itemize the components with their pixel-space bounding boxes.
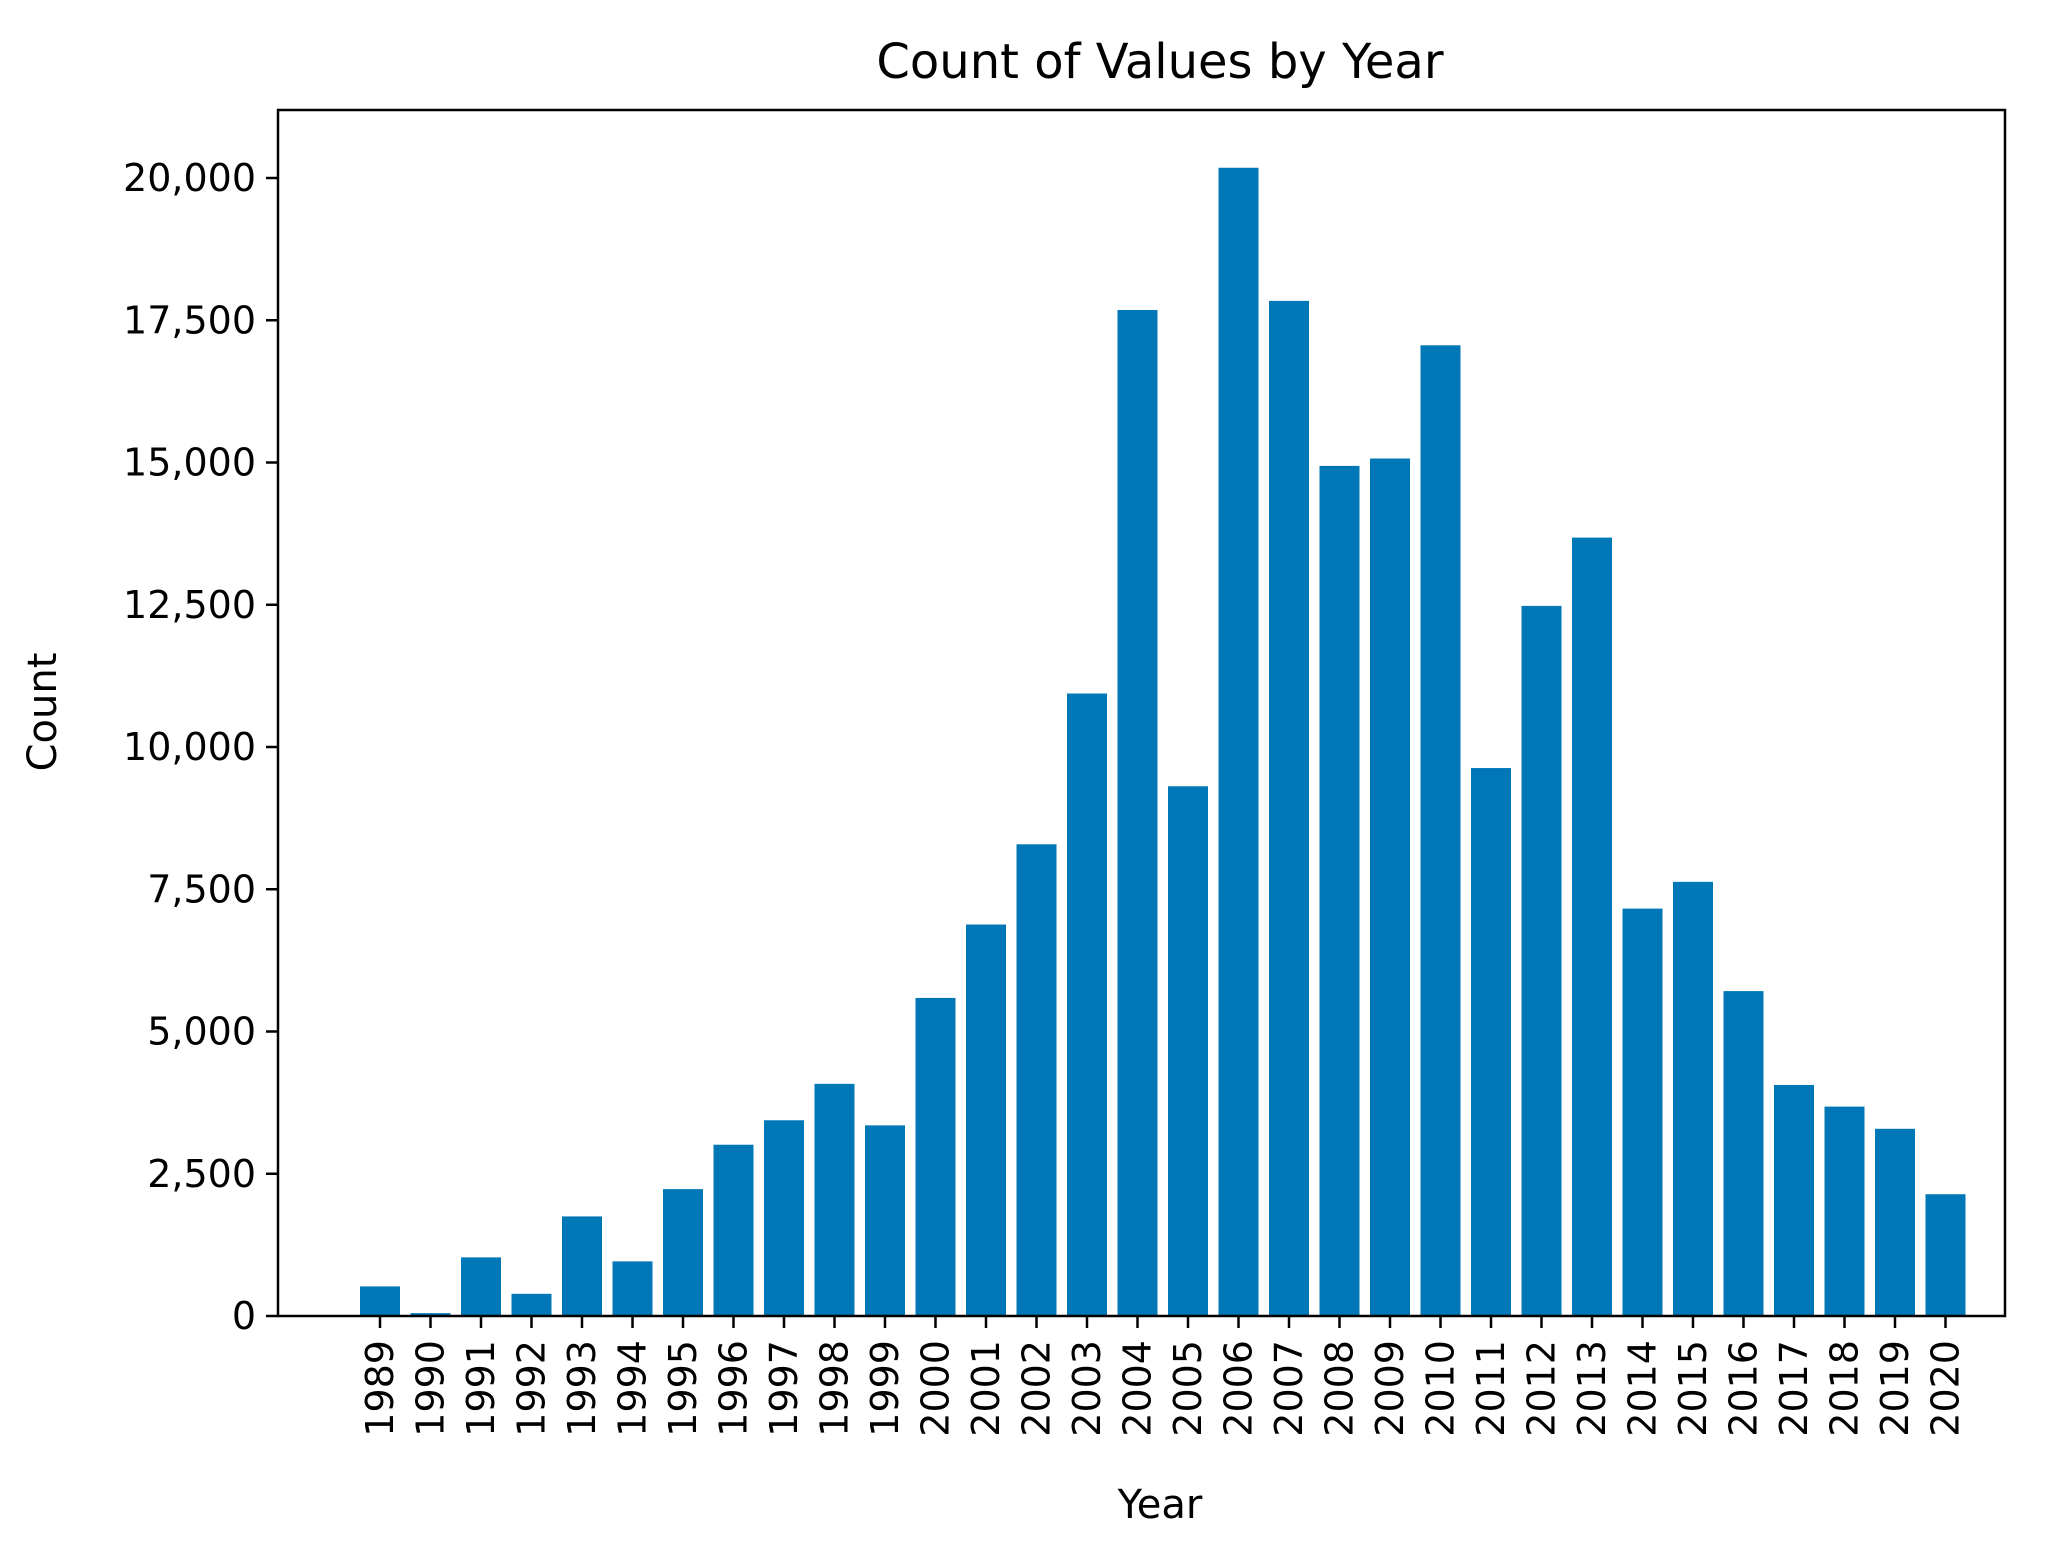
bar-2008 bbox=[1319, 465, 1360, 1316]
bars-layer bbox=[360, 167, 1966, 1316]
y-tick-label: 15,000 bbox=[123, 441, 256, 485]
x-tick-label: 2016 bbox=[1722, 1340, 1766, 1437]
y-tick-label: 0 bbox=[232, 1294, 256, 1338]
x-tick-label: 2013 bbox=[1570, 1340, 1614, 1437]
x-tick-label: 2015 bbox=[1671, 1340, 1715, 1437]
x-tick-label: 2011 bbox=[1469, 1340, 1513, 1437]
bar-2003 bbox=[1067, 693, 1107, 1316]
y-tick-label: 2,500 bbox=[147, 1152, 256, 1196]
x-tick-label: 2009 bbox=[1368, 1340, 1412, 1437]
bar-1993 bbox=[562, 1216, 602, 1316]
x-tick-label: 1992 bbox=[510, 1340, 554, 1437]
x-tick-label: 1993 bbox=[560, 1340, 604, 1437]
y-tick-label: 5,000 bbox=[147, 1010, 256, 1054]
bar-1989 bbox=[360, 1286, 400, 1316]
x-tick-label: 2000 bbox=[914, 1340, 958, 1437]
bar-2013 bbox=[1572, 537, 1612, 1316]
x-tick-label: 1996 bbox=[712, 1340, 756, 1437]
y-tick-label: 10,000 bbox=[123, 725, 256, 769]
plot-frame bbox=[276, 108, 2007, 1318]
chart-title: Count of Values by Year bbox=[876, 34, 1443, 90]
bar-2009 bbox=[1370, 458, 1410, 1316]
bar-1991 bbox=[461, 1257, 501, 1316]
x-tick-label: 1991 bbox=[459, 1340, 503, 1437]
y-axis-ticks: 0 2,500 5,000 7,500 10,000 12,500 15,000 17,500… bbox=[123, 156, 278, 1338]
x-tick-label: 1995 bbox=[661, 1340, 705, 1437]
bar-1997 bbox=[764, 1120, 804, 1316]
x-tick-label: 2012 bbox=[1520, 1340, 1564, 1437]
bar-1990 bbox=[410, 1313, 451, 1316]
x-axis-ticks: 1989 1990 1991 1992 1993 1994 1995 1996 1997 1998… bbox=[358, 1316, 1968, 1437]
x-axis-title: Year bbox=[1117, 1482, 1203, 1528]
x-tick-label: 1997 bbox=[762, 1340, 806, 1437]
bar-2006 bbox=[1218, 167, 1259, 1316]
x-tick-label: 2001 bbox=[964, 1340, 1008, 1437]
x-tick-label: 2010 bbox=[1419, 1340, 1463, 1437]
y-tick-label: 12,500 bbox=[123, 583, 256, 627]
bar-2015 bbox=[1673, 881, 1713, 1316]
bar-2000 bbox=[915, 997, 956, 1316]
x-tick-label: 2006 bbox=[1217, 1340, 1261, 1437]
bar-1996 bbox=[713, 1144, 754, 1316]
x-tick-label: 2017 bbox=[1772, 1340, 1816, 1437]
x-tick-label: 2014 bbox=[1621, 1340, 1665, 1437]
bar-2016 bbox=[1723, 991, 1764, 1316]
bar-2001 bbox=[966, 924, 1006, 1316]
bar-1995 bbox=[663, 1189, 703, 1316]
x-tick-label: 2018 bbox=[1823, 1340, 1867, 1437]
y-tick-label: 20,000 bbox=[123, 156, 256, 200]
bar-1998 bbox=[814, 1083, 855, 1316]
bar-2012 bbox=[1521, 605, 1562, 1316]
bar-1994 bbox=[612, 1261, 653, 1316]
x-tick-label: 1998 bbox=[813, 1340, 857, 1437]
x-tick-label: 2002 bbox=[1015, 1340, 1059, 1437]
bar-2005 bbox=[1168, 786, 1208, 1316]
bar-2018 bbox=[1824, 1106, 1865, 1316]
x-tick-label: 1990 bbox=[409, 1340, 453, 1437]
y-tick-label: 7,500 bbox=[147, 867, 256, 911]
x-tick-label: 2020 bbox=[1924, 1340, 1968, 1437]
x-tick-label: 2003 bbox=[1065, 1340, 1109, 1437]
x-tick-label: 2007 bbox=[1267, 1340, 1311, 1437]
bar-2014 bbox=[1622, 908, 1663, 1316]
x-tick-label: 2004 bbox=[1116, 1340, 1160, 1437]
x-tick-label: 1999 bbox=[863, 1340, 907, 1437]
x-tick-label: 2019 bbox=[1873, 1340, 1917, 1437]
x-tick-label: 1994 bbox=[611, 1340, 655, 1437]
bar-2011 bbox=[1471, 768, 1511, 1316]
bar-2020 bbox=[1925, 1194, 1966, 1316]
bar-2010 bbox=[1420, 345, 1461, 1316]
bar-1999 bbox=[865, 1125, 905, 1316]
bar-2007 bbox=[1269, 300, 1309, 1316]
bar-1992 bbox=[511, 1293, 552, 1316]
x-tick-label: 2008 bbox=[1318, 1340, 1362, 1437]
bar-2019 bbox=[1875, 1128, 1915, 1316]
x-tick-label: 2005 bbox=[1166, 1340, 1210, 1437]
x-tick-label: 1989 bbox=[358, 1340, 402, 1437]
bar-2017 bbox=[1774, 1084, 1814, 1316]
bar-2004 bbox=[1117, 310, 1158, 1316]
y-axis-title: Count bbox=[20, 653, 66, 772]
bar-2002 bbox=[1016, 844, 1057, 1316]
y-tick-label: 17,500 bbox=[123, 298, 256, 342]
